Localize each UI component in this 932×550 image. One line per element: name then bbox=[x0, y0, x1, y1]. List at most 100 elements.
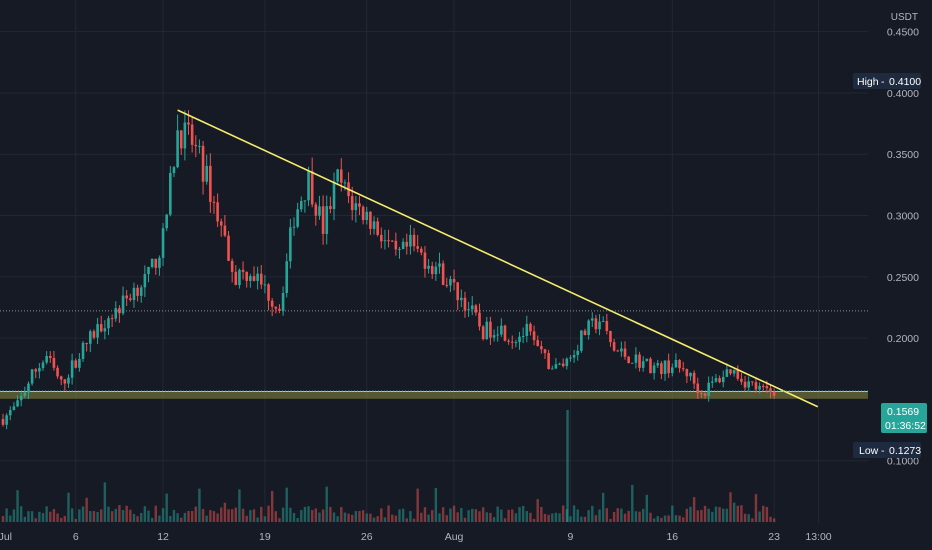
candle-body bbox=[150, 258, 154, 267]
volume-bar bbox=[656, 516, 659, 522]
candle-body bbox=[380, 234, 383, 242]
volume-bar bbox=[16, 490, 19, 522]
volume-bar bbox=[150, 517, 154, 522]
candle-body bbox=[198, 145, 201, 147]
candle-body bbox=[627, 356, 630, 364]
y-tick-label: 0.2000 bbox=[887, 333, 919, 345]
volume-bar bbox=[136, 516, 139, 522]
volume-bar bbox=[281, 507, 285, 522]
volume-bar bbox=[547, 514, 550, 522]
candle-body bbox=[314, 204, 318, 216]
candle-body bbox=[85, 342, 88, 344]
candle-body bbox=[681, 368, 685, 370]
candle-body bbox=[751, 381, 754, 383]
candle-body bbox=[227, 235, 230, 261]
volume-bar bbox=[227, 509, 230, 522]
volume-bar bbox=[325, 486, 328, 522]
trendline[interactable] bbox=[177, 109, 819, 408]
volume-bar bbox=[63, 515, 67, 522]
volume-bar bbox=[398, 509, 401, 522]
candle-body bbox=[343, 182, 347, 184]
candle-body bbox=[532, 331, 536, 341]
candle-body bbox=[478, 312, 481, 327]
volume-bar bbox=[620, 508, 623, 522]
volume-bar bbox=[347, 513, 350, 522]
candle-body bbox=[474, 305, 478, 313]
candle-body bbox=[598, 321, 601, 330]
volume-bar bbox=[307, 506, 310, 522]
volume-bar bbox=[652, 518, 656, 522]
candle-body bbox=[292, 226, 296, 228]
volume-bar bbox=[1, 516, 5, 522]
candle-body bbox=[449, 279, 452, 286]
candle-body bbox=[89, 331, 92, 344]
volume-bar bbox=[230, 509, 234, 522]
candle-body bbox=[1, 419, 5, 425]
volume-bar bbox=[249, 510, 252, 522]
volume-bar bbox=[401, 508, 405, 522]
volume-bar bbox=[140, 512, 143, 522]
volume-bar bbox=[583, 516, 587, 522]
candle-body bbox=[161, 228, 165, 258]
x-tick-label: 16 bbox=[666, 531, 678, 543]
candle-body bbox=[507, 340, 510, 342]
candle-body bbox=[500, 325, 503, 335]
candle-body bbox=[303, 200, 307, 202]
candle-body bbox=[212, 201, 216, 203]
candle-body bbox=[565, 358, 569, 367]
low-badge-value: 0.1273 bbox=[889, 445, 921, 457]
candle-body bbox=[67, 377, 70, 384]
candle-body bbox=[430, 265, 434, 275]
candle-body bbox=[718, 378, 721, 383]
candle-body bbox=[445, 284, 449, 286]
volume-bar bbox=[627, 510, 630, 522]
high-badge: High - 0.4100 bbox=[853, 73, 921, 89]
candle-body bbox=[74, 360, 78, 368]
x-tick-label: 13:00 bbox=[805, 531, 831, 543]
price-axis[interactable]: USDT 0.4500 0.4000 0.3500 0.3000 0.2500 0.200… bbox=[887, 12, 919, 468]
volume-bar bbox=[645, 494, 649, 522]
candle-body bbox=[38, 368, 41, 372]
candle-body bbox=[692, 372, 696, 384]
candle-body bbox=[649, 358, 652, 374]
volume-bar bbox=[747, 514, 750, 522]
volume-bar bbox=[110, 511, 114, 522]
candle-body bbox=[547, 353, 550, 369]
candle-body bbox=[714, 378, 718, 382]
candle-body bbox=[383, 240, 387, 242]
candle-body bbox=[772, 391, 776, 396]
volume-bar bbox=[310, 510, 314, 522]
volume-bar bbox=[507, 509, 510, 522]
candle-body bbox=[216, 202, 219, 222]
volume-bar bbox=[201, 509, 205, 522]
high-badge-dash: - bbox=[881, 76, 885, 88]
candle-body bbox=[427, 265, 430, 269]
volume-bar bbox=[318, 512, 321, 522]
support-zone bbox=[0, 390, 868, 399]
volume-bar bbox=[536, 499, 539, 522]
volume-bar bbox=[321, 509, 325, 522]
high-badge-label: High bbox=[857, 76, 879, 88]
volume-bar bbox=[725, 508, 729, 522]
candle-body bbox=[12, 406, 16, 411]
candle-body bbox=[609, 330, 612, 343]
volume-bar bbox=[722, 508, 725, 522]
candle-body bbox=[416, 246, 419, 249]
volume-bar bbox=[601, 492, 605, 522]
candle-body bbox=[125, 295, 128, 299]
candle-body bbox=[165, 214, 168, 229]
candle-body bbox=[252, 276, 256, 281]
time-axis[interactable]: Jul 6 12 19 26 Aug 9 16 23 13:00 bbox=[0, 531, 832, 543]
candle-body bbox=[110, 318, 114, 320]
candle-body bbox=[339, 169, 343, 183]
candle-body bbox=[369, 211, 372, 229]
candle-body bbox=[518, 336, 521, 343]
candle-body bbox=[740, 378, 743, 382]
support-zone-band bbox=[0, 391, 868, 399]
volume-bar bbox=[525, 511, 528, 522]
candle-body bbox=[274, 306, 278, 309]
volume-bar bbox=[252, 509, 256, 522]
volume-bar bbox=[732, 502, 736, 522]
